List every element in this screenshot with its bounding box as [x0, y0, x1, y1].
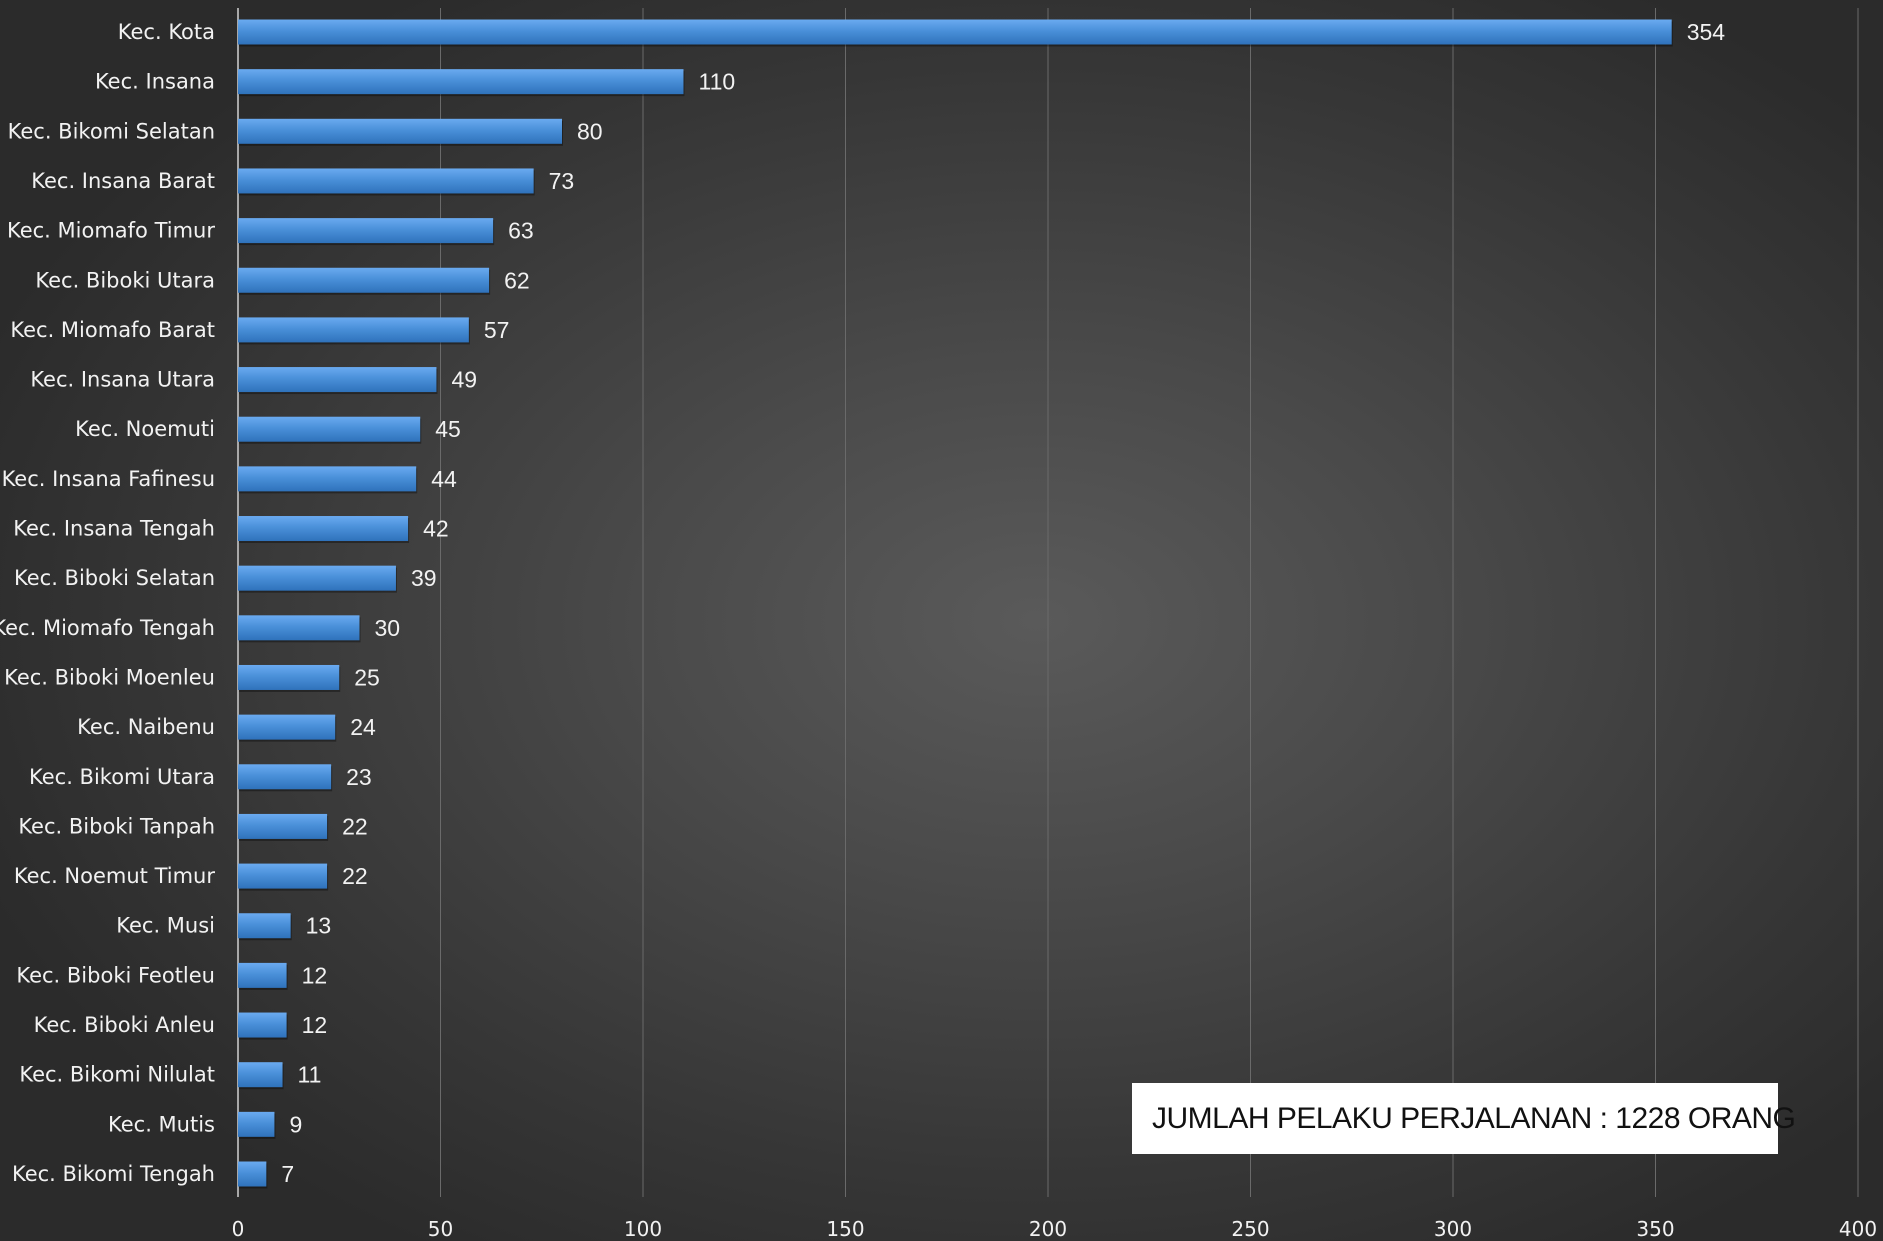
data-label: 23 [346, 764, 372, 790]
x-axis-ticks: 0 50 100 150 200 250 300 350 400 [232, 1217, 1877, 1241]
bar [238, 1161, 267, 1187]
data-label: 57 [484, 317, 510, 343]
category-label: Kec. Biboki Anleu [34, 1013, 215, 1037]
data-label: 63 [508, 218, 534, 244]
bar [238, 466, 417, 492]
category-label: Kec. Miomafo Timur [7, 219, 215, 243]
data-label: 7 [281, 1161, 294, 1187]
bar [238, 664, 340, 690]
bar [238, 813, 328, 839]
category-label: Kec. Insana [95, 70, 215, 94]
data-label: 22 [342, 863, 368, 889]
category-label: Kec. Biboki Tanpah [18, 814, 215, 838]
bar [238, 913, 291, 939]
data-label: 11 [298, 1062, 322, 1088]
bar [238, 1111, 275, 1137]
bar [238, 218, 494, 244]
bar [238, 565, 396, 591]
bar [238, 1062, 283, 1088]
data-label: 73 [549, 168, 575, 194]
bars [238, 19, 1673, 1189]
data-label: 24 [350, 714, 376, 740]
category-label: Kec. Biboki Utara [35, 268, 215, 292]
bar [238, 764, 332, 790]
bar [238, 69, 684, 95]
category-label: Kec. Bikomi Tengah [12, 1162, 215, 1186]
x-tick-label: 350 [1636, 1217, 1674, 1241]
category-label: Kec. Biboki Feotleu [16, 963, 215, 987]
data-label: 30 [375, 615, 401, 641]
data-label: 45 [435, 416, 461, 442]
total-annotation-text: JUMLAH PELAKU PERJALANAN : 1228 ORANG [1152, 1101, 1796, 1135]
category-label: Kec. Bikomi Selatan [8, 119, 215, 143]
data-label: 354 [1687, 19, 1726, 45]
data-label: 9 [289, 1111, 302, 1137]
bar [238, 516, 409, 542]
data-label: 12 [302, 1012, 328, 1038]
total-annotation-box: JUMLAH PELAKU PERJALANAN : 1228 ORANG [1132, 1083, 1796, 1154]
x-tick-label: 150 [826, 1217, 864, 1241]
bar [238, 615, 360, 641]
x-tick-label: 300 [1434, 1217, 1472, 1241]
category-label: Kec. Bikomi Nilulat [19, 1063, 215, 1087]
x-tick-label: 400 [1839, 1217, 1877, 1241]
bar [238, 317, 469, 343]
x-tick-label: 0 [232, 1217, 245, 1241]
data-label: 13 [306, 913, 332, 939]
bar [238, 416, 421, 442]
category-label: Kec. Insana Utara [30, 368, 215, 392]
data-label: 110 [699, 69, 736, 95]
x-tick-label: 250 [1231, 1217, 1269, 1241]
category-label: Kec. Naibenu [77, 715, 215, 739]
data-label: 42 [423, 516, 449, 542]
category-label: Kec. Mutis [108, 1112, 215, 1136]
bar [238, 267, 490, 293]
category-label: Kec. Biboki Selatan [14, 566, 215, 590]
category-label: Kec. Miomafo Tengah [0, 616, 215, 640]
x-tick-label: 100 [624, 1217, 662, 1241]
bar [238, 1012, 287, 1038]
category-label: Kec. Insana Fafinesu [2, 467, 215, 491]
bar [238, 962, 287, 988]
bar [238, 367, 437, 393]
data-label: 22 [342, 813, 368, 839]
data-label: 62 [504, 267, 530, 293]
bar [238, 118, 562, 144]
data-label: 49 [451, 367, 477, 393]
category-label: Kec. Noemuti [75, 417, 215, 441]
data-label: 80 [577, 118, 603, 144]
x-tick-label: 200 [1029, 1217, 1067, 1241]
data-label: 39 [411, 565, 437, 591]
category-label: Kec. Insana Tengah [13, 517, 215, 541]
category-label: Kec. Musi [116, 914, 215, 938]
bar [238, 714, 336, 740]
category-label: Kec. Miomafo Barat [10, 318, 215, 342]
data-label: 44 [431, 466, 457, 492]
category-label: Kec. Kota [118, 20, 215, 44]
bar [238, 863, 328, 889]
bar [238, 19, 1672, 45]
gridlines [237, 8, 1859, 1197]
category-label: Kec. Insana Barat [31, 169, 215, 193]
category-labels: Kec. Kota Kec. Insana Kec. Bikomi Selatan K… [0, 20, 215, 1186]
category-label: Kec. Noemut Timur [14, 864, 215, 888]
bar [238, 168, 534, 194]
x-tick-label: 50 [428, 1217, 453, 1241]
data-label: 25 [354, 664, 380, 690]
category-label: Kec. Bikomi Utara [29, 765, 215, 789]
category-label: Kec. Biboki Moenleu [4, 665, 215, 689]
data-label: 12 [302, 962, 328, 988]
